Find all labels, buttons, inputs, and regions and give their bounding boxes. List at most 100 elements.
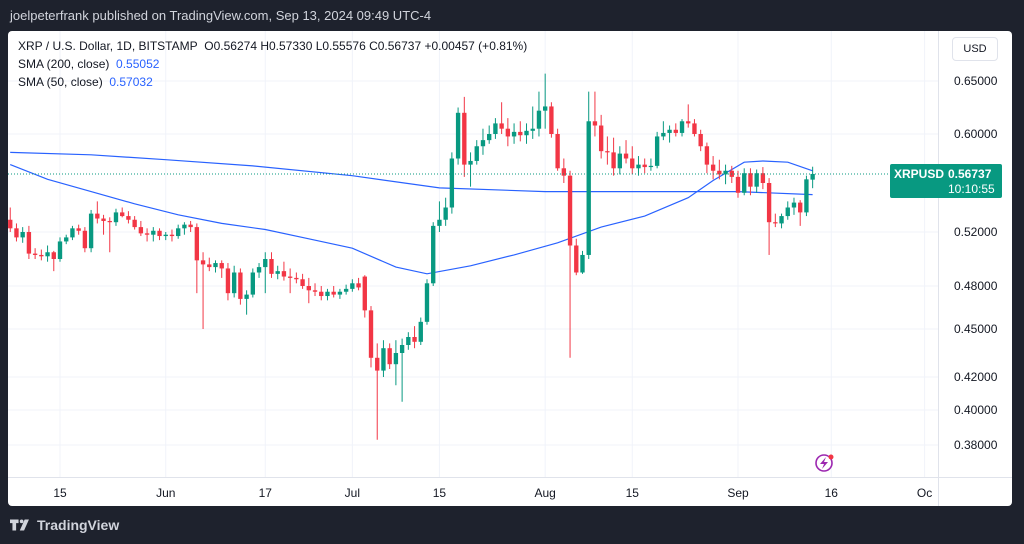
candle — [530, 106, 535, 139]
x-tick-label: Jun — [156, 486, 175, 500]
candle — [804, 175, 809, 217]
x-tick-label: 15 — [626, 486, 640, 500]
y-tick-label: 0.38000 — [954, 438, 998, 452]
candle-body — [169, 234, 175, 237]
x-tick-label: Jul — [345, 486, 360, 500]
candle — [263, 252, 268, 294]
candle — [101, 214, 106, 235]
candle — [306, 277, 311, 304]
legend-sma200-row[interactable]: SMA (200, close) 0.55052 — [18, 55, 527, 73]
candle — [219, 260, 224, 278]
candle-body — [723, 170, 728, 175]
candle — [325, 288, 330, 301]
candle — [636, 156, 641, 176]
candle — [250, 268, 256, 298]
candle — [343, 284, 349, 295]
candle — [692, 119, 697, 137]
candle — [113, 208, 119, 226]
candle — [176, 224, 181, 239]
candle — [337, 288, 343, 299]
candle-body — [45, 252, 50, 257]
candle — [331, 286, 336, 298]
candle-body — [26, 232, 32, 254]
candle-body — [182, 224, 187, 229]
candle — [468, 152, 473, 187]
candle — [605, 136, 610, 165]
legend-ohlc: O0.56274 H0.57330 L0.55576 C0.56737 +0.0… — [204, 39, 528, 53]
candle — [51, 250, 56, 272]
candle — [157, 228, 162, 241]
candle — [648, 158, 654, 171]
candle-body — [580, 254, 585, 273]
candle-body — [188, 224, 193, 228]
candle-body — [735, 176, 741, 193]
candle-body — [82, 230, 88, 249]
candle — [350, 279, 355, 292]
candle-body — [275, 271, 280, 274]
candle-body — [654, 136, 660, 166]
legend-sma50-label: SMA (50, close) — [18, 75, 103, 89]
candle-body — [511, 131, 517, 137]
candle-body — [493, 123, 498, 134]
candle-body — [766, 183, 772, 223]
candle-body — [406, 337, 411, 345]
candle — [437, 201, 442, 232]
candle — [661, 121, 666, 141]
candle — [269, 252, 274, 278]
candle — [791, 197, 797, 215]
candle-body — [126, 216, 131, 220]
candle — [462, 96, 467, 177]
currency-button[interactable]: USD — [952, 37, 998, 61]
candle-body — [256, 267, 262, 273]
candle-body — [176, 228, 181, 237]
candle — [387, 343, 392, 369]
candle-body — [300, 279, 305, 286]
candle-body — [561, 168, 567, 176]
candle — [742, 168, 747, 196]
legend-sma200-label: SMA (200, close) — [18, 57, 110, 71]
candle-body — [804, 179, 809, 213]
candle-body — [20, 232, 25, 238]
candle — [798, 200, 803, 226]
candle-body — [362, 276, 367, 311]
candle-body — [244, 294, 249, 299]
candle-body — [356, 283, 361, 288]
candle-body — [343, 288, 349, 292]
legend-sma50-value: 0.57032 — [109, 75, 153, 89]
candle — [518, 121, 523, 142]
candlestick-chart[interactable]: 0.65000 0.60000 0.52000 0.48000 0.45000 0.420… — [8, 31, 1012, 506]
candle — [449, 152, 455, 214]
candle-body — [213, 263, 218, 268]
candle-body — [567, 175, 573, 246]
candle-body — [101, 218, 106, 221]
price-tag-symbol: XRPUSD — [894, 166, 945, 181]
candle-body — [306, 286, 311, 291]
candle-body — [132, 219, 137, 228]
tradingview-logo[interactable]: TradingView — [10, 517, 119, 533]
candle-body — [39, 254, 44, 257]
candle — [760, 167, 766, 190]
candle-body — [455, 112, 461, 159]
candle — [555, 128, 560, 171]
candle — [275, 265, 280, 280]
candle-body — [51, 252, 56, 259]
candle-body — [661, 132, 666, 137]
y-tick-label: 0.65000 — [954, 74, 998, 88]
candle — [766, 178, 772, 255]
candle-body — [704, 146, 710, 165]
tradingview-logo-icon — [10, 519, 29, 531]
candle-body — [785, 207, 790, 217]
candle-body — [487, 134, 492, 141]
legend-sma50-row[interactable]: SMA (50, close) 0.57032 — [18, 73, 527, 91]
candle — [586, 91, 591, 259]
y-tick-label: 0.52000 — [954, 225, 998, 239]
candle — [406, 332, 411, 350]
candle — [244, 290, 249, 315]
candle — [487, 125, 492, 144]
y-tick-label: 0.60000 — [954, 127, 998, 141]
candle-body — [810, 173, 815, 180]
candle — [200, 252, 206, 329]
candle — [592, 91, 598, 137]
candle-body — [269, 259, 274, 274]
candle — [567, 170, 573, 358]
